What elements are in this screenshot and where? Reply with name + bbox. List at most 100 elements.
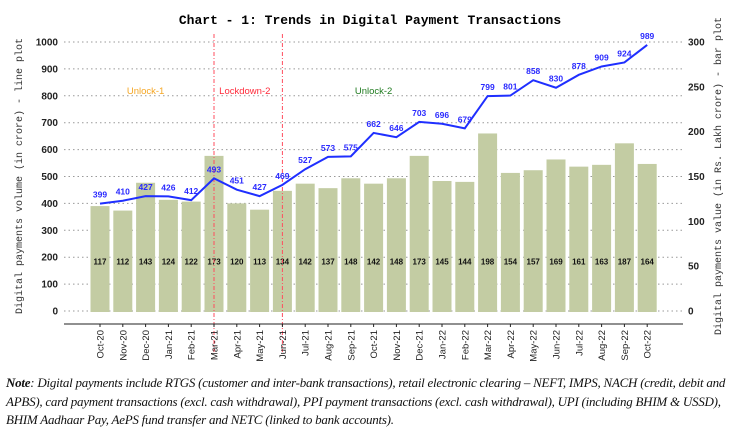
bar-value-label: 148 [344, 258, 358, 267]
bar-value-label: 120 [230, 258, 244, 267]
y-axis-label-right: Digital payments value (in Rs. Lakh cror… [713, 17, 725, 335]
bar [181, 201, 201, 312]
x-tick-label: Oct-22 [643, 330, 654, 359]
axes: 0 100 200 300 400 500 600 700 800 900 1000 0 50 100 15… [36, 38, 705, 362]
bar [523, 170, 543, 312]
line-value-label: 399 [93, 190, 107, 200]
bar-value-label: 145 [435, 258, 449, 267]
line-value-label: 493 [207, 164, 221, 174]
bar-value-label: 164 [641, 258, 655, 267]
bar-value-label: 142 [299, 258, 313, 267]
bar-value-label: 124 [162, 258, 176, 267]
bar [614, 143, 634, 312]
bar-value-label: 142 [367, 258, 381, 267]
x-tick-label: Jun-22 [552, 330, 563, 359]
line-value-label: 909 [595, 52, 609, 62]
x-tick-label: Oct-21 [369, 330, 380, 359]
line-value-label: 703 [412, 108, 426, 118]
x-tick-label: Jan-22 [438, 330, 449, 359]
bar [318, 188, 338, 312]
x-tick-label: Jan-21 [164, 330, 175, 359]
x-tick-label: Jul-22 [574, 330, 585, 356]
x-tick-label: Jul-21 [301, 330, 312, 356]
x-tick-label: Nov-21 [392, 330, 403, 361]
y-tick-label-left: 300 [41, 226, 58, 237]
x-tick-label: Jun-21 [278, 330, 289, 359]
annotation-label: Lockdown-2 [219, 86, 270, 97]
chart-title: Chart - 1: Trends in Digital Payment Tra… [179, 13, 561, 28]
line-value-label: 878 [572, 61, 586, 71]
bar-value-label: 112 [116, 258, 129, 267]
y-tick-label-left: 100 [41, 280, 58, 291]
bar [432, 180, 452, 312]
line-value-label: 646 [389, 123, 403, 133]
bar-value-label: 137 [321, 258, 335, 267]
note-text: : Digital payments include RTGS (custome… [6, 375, 726, 427]
bar [569, 166, 589, 312]
note-label: Note [6, 375, 31, 390]
line-value-label: 696 [435, 110, 449, 120]
bar-value-label: 143 [139, 258, 153, 267]
bar [409, 155, 429, 312]
bar [455, 181, 475, 312]
line-value-label: 799 [481, 82, 495, 92]
line-value-label: 426 [161, 182, 175, 192]
bar-value-label: 148 [390, 258, 404, 267]
x-tick-label: Apr-22 [506, 330, 517, 359]
x-tick-label: Sep-22 [620, 330, 631, 361]
line-value-label: 451 [230, 176, 244, 186]
volume-line [99, 44, 648, 205]
line-value-label: 410 [116, 187, 130, 197]
line-value-label: 527 [298, 155, 312, 165]
line-value-label: 573 [321, 143, 335, 153]
bar [546, 159, 566, 312]
bar-series: 117 112 143 124 122 173 120 113 134 142 137 148 142 1… [90, 133, 657, 312]
bar [386, 178, 406, 312]
x-tick-label: Sep-21 [346, 330, 357, 361]
annotation-label: Unlock-2 [355, 86, 393, 97]
bar [136, 182, 156, 312]
bar-value-label: 154 [504, 258, 518, 267]
y-tick-label-right: 0 [688, 307, 694, 318]
x-tick-label: Dec-20 [141, 330, 152, 361]
y-tick-label-right: 200 [688, 127, 705, 138]
y-tick-label-left: 600 [41, 145, 58, 156]
x-tick-label: May-22 [529, 330, 540, 362]
y-axis-label-left: Digital payments volume (in crore) - lin… [14, 38, 26, 314]
bar [113, 210, 133, 312]
y-tick-label-left: 1000 [36, 38, 59, 49]
y-tick-label-left: 0 [52, 307, 58, 318]
bar-value-label: 173 [413, 258, 427, 267]
x-tick-label: Apr-21 [232, 330, 243, 359]
chart: Chart - 1: Trends in Digital Payment Tra… [14, 13, 725, 362]
y-tick-label-right: 100 [688, 217, 705, 228]
x-tick-label: Feb-22 [460, 330, 471, 360]
y-tick-label-right: 300 [688, 38, 705, 49]
bar-value-label: 113 [253, 258, 266, 267]
line-value-label: 989 [640, 31, 654, 41]
annotations: Unlock-1 Lockdown-2 Unlock-2 [127, 86, 393, 97]
line-value-label: 662 [367, 119, 381, 129]
bar-value-label: 122 [185, 258, 199, 267]
y-tick-label-right: 250 [688, 82, 705, 93]
bar [250, 209, 270, 312]
line-value-label: 469 [275, 171, 289, 181]
x-tick-label: Oct-20 [96, 330, 107, 359]
bar-value-label: 169 [549, 258, 563, 267]
bar-value-label: 161 [572, 258, 586, 267]
x-tick-label: Mar-21 [210, 330, 221, 360]
y-tick-label-left: 800 [41, 91, 58, 102]
bar-value-label: 157 [527, 258, 541, 267]
bar [500, 172, 520, 312]
bar-value-label: 198 [481, 258, 495, 267]
x-tick-label: May-21 [255, 330, 266, 362]
period-dividers [213, 34, 283, 352]
line-value-label: 924 [617, 48, 631, 58]
line-value-label: 575 [344, 142, 358, 152]
x-tick-label: Feb-21 [187, 330, 198, 360]
y-tick-label-left: 700 [41, 118, 58, 129]
bar [227, 203, 247, 312]
bar [592, 164, 612, 312]
bar [637, 163, 657, 312]
y-tick-label-left: 200 [41, 253, 58, 264]
